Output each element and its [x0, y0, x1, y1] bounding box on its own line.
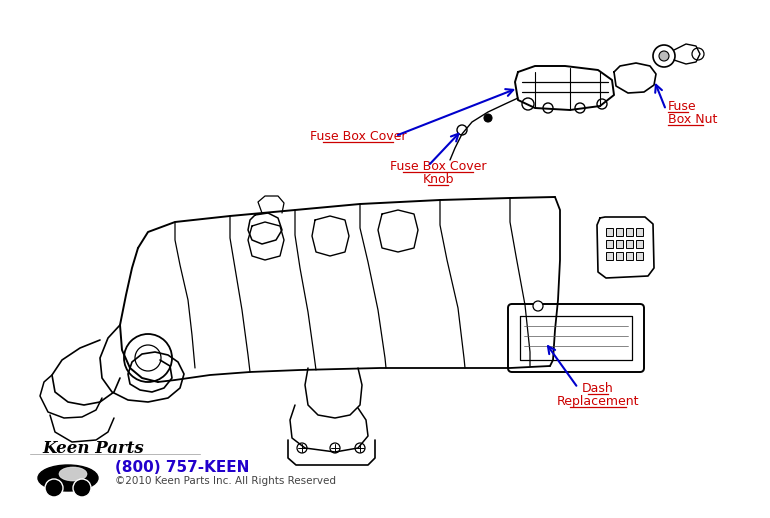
Text: Knob: Knob [422, 173, 454, 186]
Circle shape [45, 479, 63, 497]
Text: ©2010 Keen Parts Inc. All Rights Reserved: ©2010 Keen Parts Inc. All Rights Reserve… [115, 476, 336, 486]
Text: (800) 757-KEEN: (800) 757-KEEN [115, 460, 249, 475]
Circle shape [73, 479, 91, 497]
Bar [616, 228, 623, 236]
Bar [616, 252, 623, 260]
Circle shape [653, 45, 675, 67]
Bar [606, 228, 613, 236]
Text: Fuse Box Cover: Fuse Box Cover [390, 160, 486, 173]
Ellipse shape [38, 465, 98, 491]
Bar [626, 228, 633, 236]
Circle shape [533, 301, 543, 311]
Bar [636, 240, 643, 248]
Circle shape [457, 125, 467, 135]
Circle shape [330, 443, 340, 453]
Circle shape [522, 98, 534, 110]
Text: Keen Parts: Keen Parts [42, 440, 144, 457]
Circle shape [297, 443, 307, 453]
Bar [626, 240, 633, 248]
Bar [636, 252, 643, 260]
Bar [626, 252, 633, 260]
Bar [606, 240, 613, 248]
Circle shape [597, 99, 607, 109]
Circle shape [575, 103, 585, 113]
Bar [616, 240, 623, 248]
Text: Box Nut: Box Nut [668, 113, 718, 126]
Ellipse shape [59, 467, 87, 481]
Bar [606, 252, 613, 260]
Circle shape [355, 443, 365, 453]
Text: Fuse: Fuse [668, 100, 697, 113]
Circle shape [484, 114, 492, 122]
Circle shape [659, 51, 669, 61]
Text: Replacement: Replacement [557, 395, 639, 408]
Text: Dash: Dash [582, 382, 614, 395]
Circle shape [543, 103, 553, 113]
Bar [636, 228, 643, 236]
Text: Fuse Box Cover: Fuse Box Cover [310, 130, 407, 143]
